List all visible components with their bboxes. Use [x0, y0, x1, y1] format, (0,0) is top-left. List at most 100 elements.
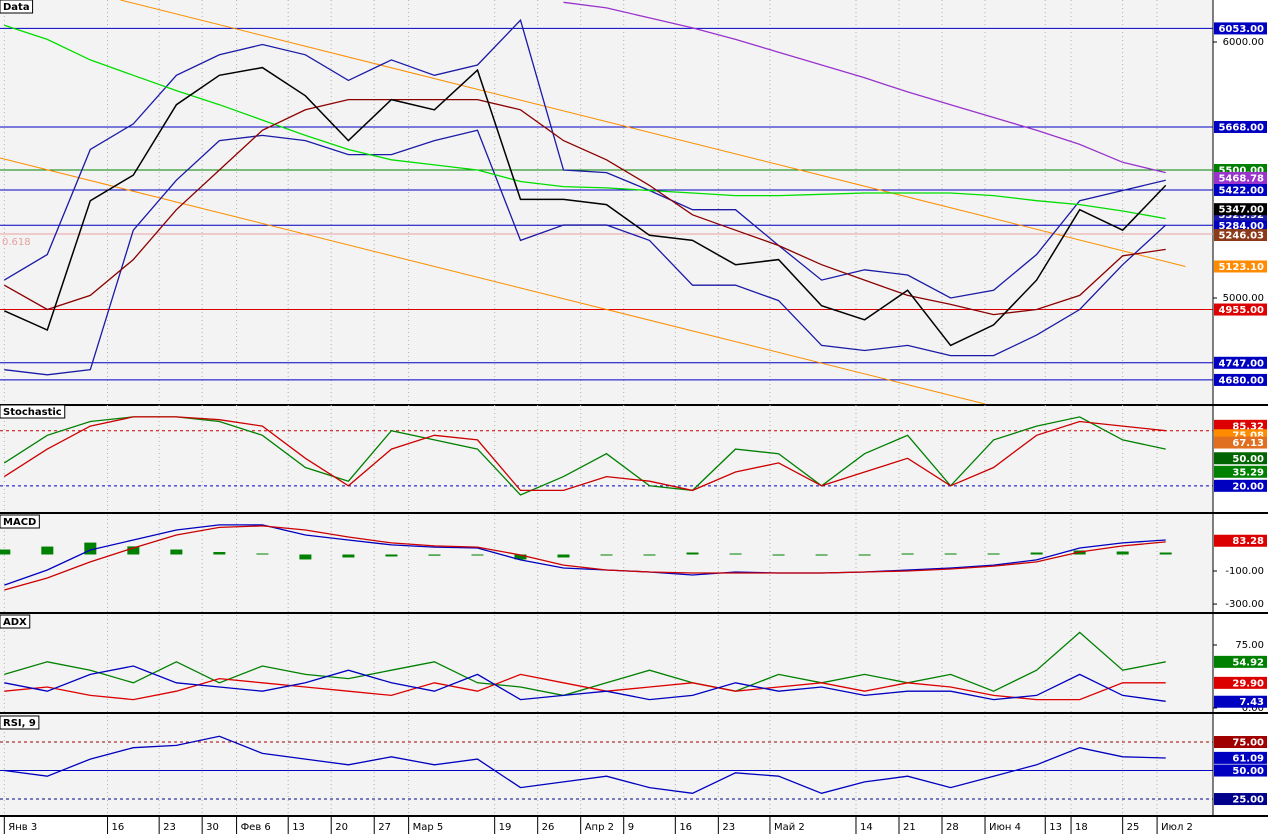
- series-line: [4, 735, 1166, 794]
- trend-line: [0, 157, 986, 404]
- price-tag: [1214, 303, 1267, 316]
- price-tag: [1214, 171, 1267, 184]
- x-tick-label: 27: [378, 822, 391, 833]
- series-line: [4, 524, 1166, 586]
- series-line: [3, 18, 1166, 299]
- x-tick-label: 18: [1075, 822, 1088, 833]
- panel-title: RSI, 9: [3, 718, 36, 729]
- price-tag-label: 29.90: [1232, 678, 1264, 689]
- x-tick-label: 19: [499, 822, 512, 833]
- histogram-bar: [557, 554, 570, 558]
- x-tick-label: Янв 3: [8, 822, 37, 833]
- histogram-bar: [686, 552, 699, 555]
- x-tick-label: Мар 5: [413, 822, 444, 833]
- histogram-bar: [729, 553, 742, 555]
- histogram-bar: [41, 546, 54, 555]
- price-tag-label: 5325.92: [1218, 210, 1264, 221]
- price-tag-label: 5347.00: [1218, 205, 1264, 216]
- price-tag-label: 50.00: [1232, 454, 1264, 465]
- histogram-bar: [600, 554, 613, 556]
- series-line: [4, 665, 1166, 702]
- series-line: [4, 631, 1166, 697]
- histogram-bar: [1030, 552, 1043, 555]
- price-tag: [1214, 452, 1267, 465]
- histogram-bar: [815, 554, 828, 556]
- panel-title-box: [0, 0, 34, 14]
- price-tag: [1214, 534, 1267, 547]
- price-tag-label: 54.92: [1232, 657, 1264, 668]
- x-tick-label: 28: [946, 822, 959, 833]
- price-tag-label: 75.00: [1232, 738, 1264, 749]
- y-tick-label: 75.00: [1235, 640, 1264, 651]
- histogram-bar: [643, 554, 656, 556]
- price-tag-label: 85.32: [1232, 421, 1264, 432]
- x-tick-label: 13: [292, 822, 305, 833]
- series-line: [4, 24, 1166, 220]
- x-tick-label: 20: [335, 822, 348, 833]
- price-tag-label: 5422.00: [1218, 185, 1264, 196]
- price-tag: [1214, 695, 1267, 708]
- price-tag: [1214, 793, 1267, 806]
- price-tag: [1214, 356, 1267, 369]
- panel: [0, 405, 1213, 512]
- series-line: [4, 129, 1167, 376]
- histogram-bar: [858, 554, 871, 556]
- x-tick-label: 16: [112, 822, 125, 833]
- price-tag-label: 5123.10: [1218, 262, 1264, 273]
- series-line: [3, 66, 1167, 347]
- histogram-bar: [170, 549, 183, 555]
- x-tick-label: 23: [722, 822, 735, 833]
- histogram-bar: [428, 554, 441, 556]
- price-tag-label: 50.00: [1232, 766, 1264, 777]
- panel-title: Stochastic: [3, 407, 62, 418]
- panel: [3, 615, 1166, 712]
- histogram-bar: [987, 553, 1000, 555]
- panel: [0, 0, 1213, 404]
- price-tag: [1214, 203, 1267, 216]
- price-tag-label: 5246.03: [1218, 231, 1264, 242]
- price-tag: [1214, 419, 1267, 432]
- x-tick-label: 9: [628, 822, 634, 833]
- price-tag-label: 61.09: [1232, 753, 1264, 764]
- plot-background: [0, 0, 1213, 816]
- price-axis-background: [1213, 0, 1268, 834]
- price-tag: [1214, 764, 1267, 777]
- y-tick-label: -100.00: [1225, 566, 1264, 577]
- panel-title-box: [0, 404, 66, 419]
- series-line: [4, 525, 1166, 591]
- price-tag-label: 5284.00: [1218, 221, 1264, 232]
- price-tag: [1214, 751, 1267, 764]
- histogram-bar: [944, 553, 957, 555]
- price-tag: [1214, 479, 1267, 492]
- price-tag-label: 5500.00: [1218, 165, 1264, 176]
- panel: [0, 716, 1213, 815]
- x-tick-label: 14: [860, 822, 873, 833]
- panel-title: Data: [3, 2, 30, 13]
- x-tick-label: Июн 4: [989, 822, 1021, 833]
- series-line: [3, 416, 1166, 496]
- panel-title-box: [0, 614, 31, 629]
- price-tag-label: 7.43: [1239, 697, 1264, 708]
- price-tag: [1214, 373, 1267, 386]
- price-tag-label: 20.00: [1232, 481, 1264, 492]
- trend-line: [120, 0, 1186, 267]
- histogram-bar: [342, 554, 355, 558]
- x-tick-label: 21: [903, 822, 916, 833]
- price-tag: [1214, 676, 1267, 689]
- histogram-bar: [1116, 551, 1129, 555]
- x-tick-label: Апр 2: [585, 822, 614, 833]
- price-tag: [1214, 22, 1267, 35]
- histogram-bar: [84, 542, 97, 555]
- price-tag-label: 25.00: [1232, 795, 1264, 806]
- price-tag: [1214, 183, 1267, 196]
- y-tick-label: 5000.00: [1223, 293, 1264, 304]
- x-tick-label: Июл 2: [1161, 822, 1193, 833]
- price-tag: [1214, 229, 1267, 242]
- panel: [0, 515, 1172, 612]
- price-tag: [1214, 436, 1267, 449]
- histogram-bar: [1159, 552, 1172, 555]
- histogram-bar: [471, 554, 484, 556]
- price-tag: [1214, 736, 1267, 749]
- panel-title-box: [0, 715, 40, 730]
